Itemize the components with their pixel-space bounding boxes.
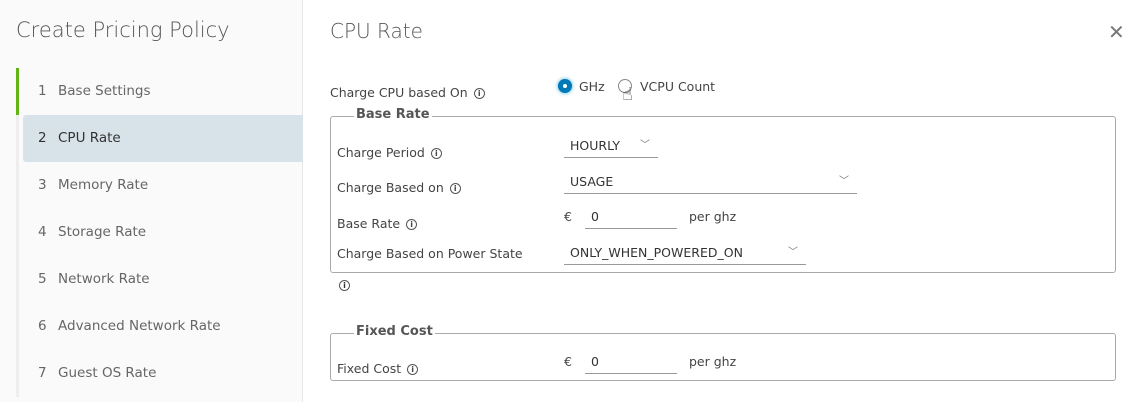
radio-vcpu-count[interactable] — [618, 79, 632, 93]
base-rate-legend: Base Rate — [354, 107, 432, 122]
step-base-settings[interactable]: 1 Base Settings — [16, 68, 303, 115]
step-label: Memory Rate — [58, 177, 149, 193]
info-icon[interactable]: i — [430, 148, 442, 159]
chevron-down-icon: ﹀ — [839, 176, 849, 187]
power-state-select[interactable]: ONLY_WHEN_POWERED_ON ﹀ — [564, 243, 806, 265]
charge-based-on-label: Charge Based on i — [337, 180, 461, 195]
fixed-cost-input[interactable]: 0 — [585, 352, 677, 374]
step-guest-os-rate[interactable]: 7 Guest OS Rate — [38, 365, 157, 381]
charge-cpu-label: Charge CPU based On i — [330, 85, 485, 100]
step-storage-rate[interactable]: 4 Storage Rate — [38, 224, 147, 240]
fixed-cost-legend: Fixed Cost — [354, 324, 435, 339]
step-label: Storage Rate — [58, 224, 147, 240]
wizard-sidebar: Create Pricing Policy 1 Base Settings 2 CP… — [0, 0, 303, 402]
radio-ghz-label[interactable]: GHz — [579, 79, 605, 94]
currency-symbol: € — [564, 209, 572, 224]
chevron-down-icon: ﹀ — [788, 247, 798, 258]
radio-vcpu-label[interactable]: VCPU Count — [640, 79, 716, 94]
info-icon[interactable]: i — [407, 364, 419, 375]
fixed-cost-fieldset — [330, 333, 1116, 381]
base-rate-input[interactable]: 0 — [585, 207, 677, 229]
info-icon[interactable]: i — [449, 183, 461, 194]
currency-symbol: € — [564, 354, 572, 369]
step-network-rate[interactable]: 5 Network Rate — [38, 271, 150, 287]
step-advanced-network-rate[interactable]: 6 Advanced Network Rate — [38, 318, 221, 334]
step-label: Base Settings — [58, 83, 151, 99]
fixed-cost-label: Fixed Cost i — [337, 361, 419, 376]
chevron-down-icon: ﹀ — [640, 140, 650, 151]
power-state-label: Charge Based on Power State — [337, 246, 523, 261]
close-icon[interactable]: ✕ — [1108, 20, 1125, 44]
wizard-title: Create Pricing Policy — [16, 18, 230, 42]
radio-ghz[interactable] — [558, 79, 572, 93]
unit-label: per ghz — [689, 209, 737, 224]
charge-based-on-select[interactable]: USAGE ﹀ — [564, 172, 857, 194]
step-memory-rate[interactable]: 3 Memory Rate — [38, 177, 149, 193]
step-label: CPU Rate — [58, 130, 121, 146]
step-label: Guest OS Rate — [58, 365, 157, 381]
info-icon[interactable]: i — [339, 280, 350, 291]
info-icon[interactable]: i — [473, 88, 485, 99]
base-rate-label: Base Rate i — [337, 216, 418, 231]
charge-period-select[interactable]: HOURLY ﹀ — [564, 136, 658, 158]
step-cpu-rate[interactable]: 2 CPU Rate — [23, 115, 303, 162]
charge-period-label: Charge Period i — [337, 145, 442, 160]
base-rate-fieldset — [330, 116, 1116, 273]
page-title: CPU Rate — [330, 19, 423, 43]
step-label: Advanced Network Rate — [58, 318, 221, 334]
info-icon[interactable]: i — [406, 219, 418, 230]
step-label: Network Rate — [58, 271, 150, 287]
unit-label: per ghz — [689, 354, 737, 369]
hand-cursor-icon: ☝ — [622, 84, 633, 105]
